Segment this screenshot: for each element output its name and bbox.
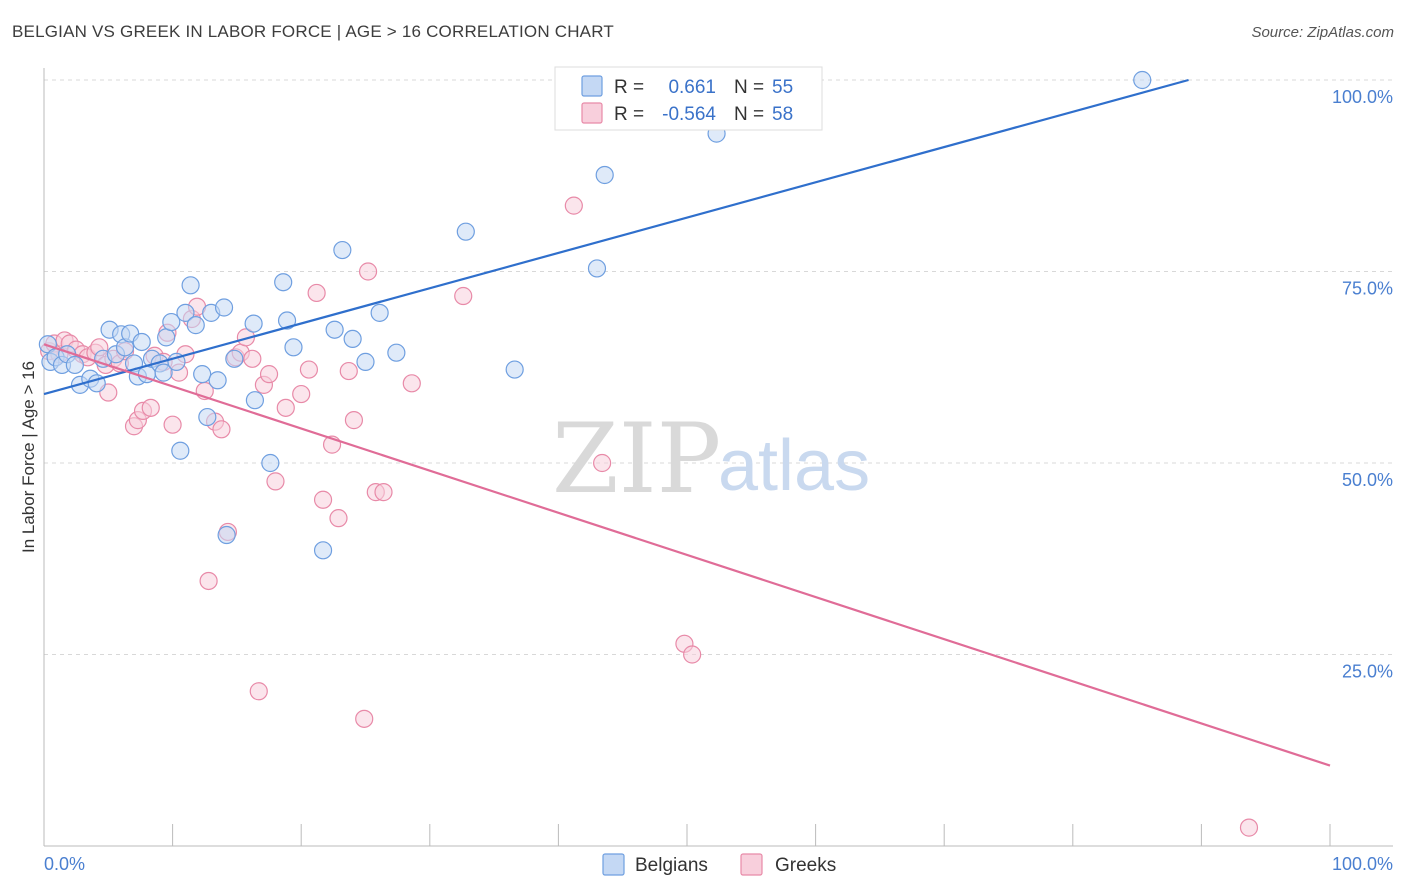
greeks-point-46 bbox=[329, 509, 348, 528]
legend-n-label-greeks: N = bbox=[734, 104, 764, 125]
belgians-point-22 bbox=[157, 328, 176, 347]
greeks-point-40 bbox=[276, 398, 295, 417]
trend-lines bbox=[43, 78, 1331, 767]
greeks-point-48 bbox=[344, 411, 364, 430]
greeks-point-52 bbox=[374, 483, 393, 502]
legend-r-value-greeks: -0.564 bbox=[662, 104, 716, 125]
series-legend-swatch-belgians bbox=[602, 853, 625, 876]
correlation-legend: R = 0.661 N = 55 R = -0.564 N = 58 bbox=[554, 66, 823, 131]
y-tick-label-2: 75.0% bbox=[1342, 279, 1393, 299]
greeks-point-28 bbox=[199, 571, 218, 591]
greeks-point-49 bbox=[355, 709, 374, 728]
chart-title: BELGIAN VS GREEK IN LABOR FORCE | AGE > … bbox=[12, 22, 614, 41]
y-tick-label-0: 25.0% bbox=[1342, 662, 1393, 682]
belgians-point-35 bbox=[225, 349, 244, 368]
source-credit: Source: ZipAtlas.com bbox=[1251, 24, 1394, 41]
greeks-point-50 bbox=[358, 262, 378, 281]
belgians-point-42 bbox=[313, 541, 333, 560]
series-legend-swatch-greeks bbox=[740, 853, 763, 876]
belgians-point-52 bbox=[595, 165, 614, 185]
legend-r-label-greeks: R = bbox=[614, 104, 644, 125]
y-tick-label-3: 100.0% bbox=[1332, 87, 1393, 107]
legend-r-label-belgians: R = bbox=[614, 77, 644, 98]
belgians-point-51 bbox=[587, 259, 607, 278]
belgians-trend-line bbox=[43, 78, 1189, 396]
greeks-point-30 bbox=[212, 420, 231, 439]
greeks-point-18 bbox=[141, 398, 160, 417]
belgians-point-32 bbox=[208, 371, 227, 390]
belgians-point-37 bbox=[245, 391, 265, 410]
belgians-point-47 bbox=[370, 303, 389, 322]
belgians-point-44 bbox=[333, 240, 352, 260]
belgians-point-28 bbox=[186, 316, 205, 335]
greeks-point-53 bbox=[402, 374, 421, 393]
greeks-point-42 bbox=[299, 360, 319, 379]
belgians-point-34 bbox=[217, 525, 236, 545]
belgians-point-36 bbox=[244, 314, 263, 333]
watermark-zip: ZIP bbox=[552, 403, 721, 515]
belgians-point-50 bbox=[505, 360, 524, 379]
greeks-points bbox=[40, 196, 1259, 837]
greeks-point-41 bbox=[292, 384, 311, 404]
legend-n-label-belgians: N = bbox=[734, 77, 764, 98]
greeks-point-55 bbox=[564, 196, 583, 215]
watermark-atlas: atlas bbox=[718, 426, 870, 506]
series-legend: Belgians Greeks bbox=[602, 853, 836, 876]
belgians-point-21 bbox=[154, 363, 173, 382]
belgians-point-38 bbox=[261, 453, 280, 473]
axes bbox=[43, 68, 1393, 847]
belgians-point-39 bbox=[274, 273, 293, 292]
legend-n-value-belgians: 55 bbox=[772, 77, 793, 98]
greeks-trend-line bbox=[43, 343, 1331, 767]
grid-lines bbox=[44, 79, 1393, 655]
legend-swatch-greeks bbox=[581, 102, 603, 124]
greeks-point-58 bbox=[683, 645, 702, 664]
greeks-point-44 bbox=[313, 490, 333, 509]
greeks-point-39 bbox=[266, 472, 285, 491]
greeks-point-36 bbox=[249, 682, 268, 701]
greeks-point-47 bbox=[339, 361, 358, 381]
belgians-point-45 bbox=[343, 329, 362, 349]
belgians-point-23 bbox=[162, 312, 181, 332]
belgians-point-26 bbox=[176, 303, 195, 322]
belgians-point-29 bbox=[193, 365, 212, 384]
belgians-point-25 bbox=[171, 441, 190, 460]
greeks-point-56 bbox=[593, 453, 612, 473]
tick-labels: 25.0% 50.0% 75.0% 100.0% 0.0% 100.0% bbox=[44, 87, 1393, 874]
series-legend-label-greeks: Greeks bbox=[775, 855, 836, 876]
belgians-point-54 bbox=[1133, 70, 1152, 90]
belgians-point-43 bbox=[325, 320, 344, 339]
x-tick-label-0: 0.0% bbox=[44, 854, 85, 874]
belgians-point-27 bbox=[181, 276, 200, 295]
greeks-point-35 bbox=[243, 349, 262, 368]
greeks-point-38 bbox=[259, 365, 279, 384]
belgians-point-5 bbox=[65, 355, 84, 375]
series-legend-label-belgians: Belgians bbox=[635, 855, 708, 876]
watermark: ZIP atlas bbox=[552, 403, 870, 515]
belgians-points bbox=[38, 70, 1152, 560]
legend-swatch-belgians bbox=[581, 75, 603, 97]
belgians-point-41 bbox=[284, 338, 303, 357]
belgians-point-49 bbox=[456, 222, 475, 241]
y-axis-title: In Labor Force | Age > 16 bbox=[19, 361, 38, 553]
greeks-point-59 bbox=[1239, 818, 1259, 837]
y-tick-label-1: 50.0% bbox=[1342, 470, 1393, 490]
legend-n-value-greeks: 58 bbox=[772, 104, 793, 125]
greeks-point-54 bbox=[454, 286, 473, 306]
greeks-point-43 bbox=[307, 283, 326, 303]
greeks-point-22 bbox=[163, 415, 182, 434]
belgians-point-33 bbox=[214, 298, 234, 317]
legend-r-value-belgians: 0.661 bbox=[668, 77, 716, 98]
belgians-point-40 bbox=[277, 311, 297, 330]
belgians-point-48 bbox=[387, 343, 406, 362]
x-tick-label-1: 100.0% bbox=[1332, 854, 1393, 874]
belgians-point-46 bbox=[356, 352, 375, 371]
x-axis-ticks bbox=[43, 824, 1331, 846]
belgians-point-30 bbox=[198, 407, 217, 427]
belgians-point-17 bbox=[132, 332, 151, 352]
